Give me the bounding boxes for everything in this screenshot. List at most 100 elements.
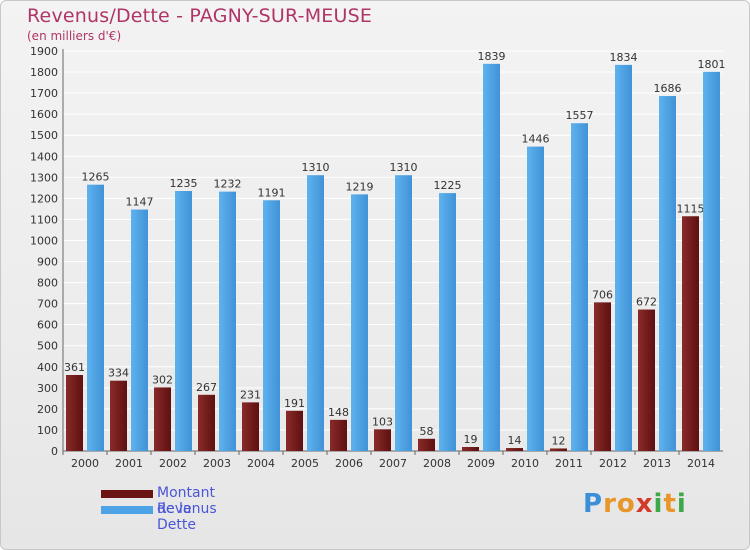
y-tick-label: 900 (37, 256, 58, 269)
proxiti-logo: Proxiti (583, 489, 687, 519)
legend-label-revenus: Revenus (157, 501, 217, 517)
x-tick-label: 2000 (71, 457, 99, 470)
bar-dette (550, 448, 567, 451)
y-tick-label: 1700 (30, 87, 58, 100)
bar-dette (506, 448, 523, 451)
data-label-dette: 12 (552, 434, 566, 447)
bar-dette (154, 387, 171, 451)
bar-dette (374, 429, 391, 451)
data-label-revenus: 1147 (126, 196, 154, 209)
data-label-dette: 14 (508, 434, 522, 447)
bar-dette (418, 438, 435, 451)
y-tick-label: 1000 (30, 234, 58, 247)
bar-dette (638, 309, 655, 451)
y-tick-label: 300 (37, 382, 58, 395)
data-label-revenus: 1235 (170, 177, 198, 190)
data-label-revenus: 1310 (302, 161, 330, 174)
bar-dette (682, 216, 699, 451)
x-tick-label: 2002 (159, 457, 187, 470)
x-tick-label: 2009 (467, 457, 495, 470)
data-label-revenus: 1801 (698, 58, 726, 71)
x-tick-label: 2008 (423, 457, 451, 470)
bar-revenus (703, 71, 720, 451)
data-label-dette: 267 (196, 381, 217, 394)
bar-revenus (483, 63, 500, 452)
bar-revenus (439, 193, 456, 451)
x-tick-label: 2014 (687, 457, 715, 470)
x-tick-label: 2011 (555, 457, 583, 470)
logo-letter: r (603, 489, 617, 519)
data-label-dette: 1115 (677, 202, 705, 215)
bar-dette (242, 402, 259, 451)
logo-letter: i (653, 489, 664, 519)
bar-dette (198, 394, 215, 451)
y-tick-label: 400 (37, 361, 58, 374)
logo-letter: o (616, 489, 636, 519)
bar-revenus (219, 191, 236, 451)
chart-title: Revenus/Dette - PAGNY-SUR-MEUSE (27, 5, 373, 27)
data-label-revenus: 1834 (610, 51, 638, 64)
bar-revenus (131, 209, 148, 451)
data-label-dette: 103 (372, 415, 393, 428)
data-label-revenus: 1225 (434, 179, 462, 192)
x-tick-label: 2004 (247, 457, 275, 470)
data-label-dette: 148 (328, 406, 349, 419)
bar-dette (594, 302, 611, 451)
y-tick-label: 1400 (30, 150, 58, 163)
bar-revenus (87, 184, 104, 451)
data-label-revenus: 1265 (82, 171, 110, 184)
logo-letter: i (676, 489, 687, 519)
data-label-revenus: 1232 (214, 178, 242, 191)
data-label-dette: 672 (636, 296, 657, 309)
y-tick-label: 1800 (30, 66, 58, 79)
y-tick-label: 800 (37, 277, 58, 290)
bar-dette (110, 380, 127, 451)
data-label-dette: 191 (284, 397, 305, 410)
bar-revenus (659, 96, 676, 451)
logo-letter: x (635, 489, 654, 519)
y-tick-label: 200 (37, 403, 58, 416)
legend-swatch-dette (101, 490, 153, 498)
bar-revenus (527, 146, 544, 451)
y-tick-label: 1600 (30, 108, 58, 121)
bar-revenus (307, 175, 324, 452)
x-tick-label: 2010 (511, 457, 539, 470)
data-label-revenus: 1219 (346, 180, 374, 193)
bar-revenus (263, 200, 280, 451)
data-label-revenus: 1446 (522, 133, 550, 146)
y-tick-label: 0 (51, 445, 58, 458)
data-label-dette: 231 (240, 388, 261, 401)
bar-revenus (571, 123, 588, 452)
bar-dette (286, 410, 303, 451)
x-tick-label: 2005 (291, 457, 319, 470)
y-tick-label: 700 (37, 298, 58, 311)
bar-chart: 0 100 200 300 400 500 600 700 800 900 1000 1100 1200… (30, 45, 726, 470)
x-tick-label: 2003 (203, 457, 231, 470)
data-label-dette: 302 (152, 373, 173, 386)
y-tick-label: 1200 (30, 192, 58, 205)
data-label-dette: 361 (64, 361, 85, 374)
data-label-dette: 19 (464, 433, 478, 446)
data-label-dette: 334 (108, 367, 129, 380)
bar-dette (330, 419, 347, 451)
chart-subtitle: (en milliers d'€) (27, 29, 122, 43)
x-tick-label: 2001 (115, 457, 143, 470)
legend-swatch-revenus (101, 506, 153, 514)
y-tick-label: 100 (37, 424, 58, 437)
bar-revenus (175, 191, 192, 451)
x-tick-label: 2006 (335, 457, 363, 470)
data-label-dette: 58 (420, 425, 434, 438)
bar-revenus (615, 64, 632, 451)
y-tick-label: 1900 (30, 45, 58, 58)
x-tick-label: 2013 (643, 457, 671, 470)
y-tick-label: 1500 (30, 129, 58, 142)
data-label-dette: 706 (592, 288, 613, 301)
x-tick-label: 2012 (599, 457, 627, 470)
data-label-revenus: 1686 (654, 82, 682, 95)
y-tick-label: 1300 (30, 171, 58, 184)
data-label-revenus: 1557 (566, 109, 594, 122)
logo-letter: t (663, 489, 677, 519)
y-tick-label: 1100 (30, 213, 58, 226)
legend-label-dette: Montant de la Dette (157, 485, 215, 533)
